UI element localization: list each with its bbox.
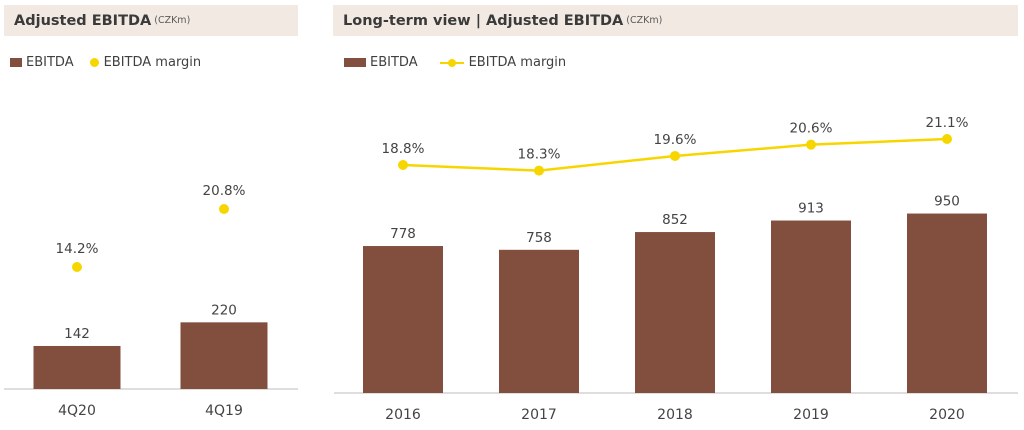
left-legend: EBITDA EBITDA margin (10, 55, 201, 70)
x-tick-label: 2019 (793, 407, 829, 423)
margin-value-label: 18.8% (382, 141, 425, 157)
legend-item-ebitda: EBITDA (10, 55, 74, 70)
bar-ebitda (907, 213, 987, 393)
margin-point (72, 262, 82, 272)
margin-point (942, 134, 952, 145)
bar-value-label: 778 (390, 226, 416, 242)
x-tick-label: 2017 (521, 407, 557, 423)
chart-right: 778 2016 758 2017 852 2018 913 2019 950 2020 18.8%… (334, 115, 1018, 423)
bar-value-label: 950 (934, 194, 960, 210)
bar-value-label: 852 (662, 212, 688, 228)
margin-value-label: 21.1% (926, 115, 969, 131)
legend-bar-swatch (344, 58, 366, 67)
bar-value-label: 758 (526, 230, 552, 246)
margin-point (534, 165, 544, 176)
x-tick-label: 2018 (657, 407, 693, 423)
legend-label-margin: EBITDA margin (103, 55, 202, 70)
legend-item-ebitda: EBITDA (344, 55, 418, 70)
bar-value-label: 142 (64, 326, 90, 342)
margin-point (806, 139, 816, 150)
margin-point (398, 160, 408, 170)
right-legend: EBITDA EBITDA margin (344, 55, 566, 70)
right-panel-unit: (CZKm) (626, 15, 663, 26)
bar-ebitda (771, 220, 851, 393)
x-tick-label: 2016 (385, 407, 421, 423)
right-panel-title: Long-term view | Adjusted EBITDA (343, 12, 624, 29)
x-tick-label: 4Q20 (58, 403, 96, 419)
bar-ebitda (499, 249, 579, 393)
legend-dot-swatch (89, 58, 99, 67)
bar-value-label: 220 (211, 302, 237, 318)
x-tick-label: 2020 (929, 407, 965, 423)
right-panel-header: Long-term view | Adjusted EBITDA (CZKm) (333, 5, 1018, 36)
legend-item-margin: EBITDA margin (89, 55, 202, 70)
bar-ebitda (180, 322, 268, 389)
legend-item-margin: EBITDA margin (439, 55, 567, 70)
bar-ebitda (33, 345, 121, 389)
margin-value-label: 20.8% (203, 183, 246, 199)
bar-ebitda (363, 246, 443, 393)
left-panel-header: Adjusted EBITDA (CZKm) (4, 5, 298, 36)
x-tick-label: 4Q19 (205, 403, 243, 419)
margin-value-label: 20.6% (790, 121, 833, 137)
legend-label-margin: EBITDA margin (468, 55, 567, 70)
legend-bar-swatch (10, 58, 22, 67)
margin-value-label: 18.3% (518, 147, 561, 163)
bar-value-label: 913 (798, 201, 824, 217)
chart-left: 142 14.2% 4Q20 220 20.8% 4Q19 (4, 183, 298, 419)
margin-value-label: 19.6% (654, 132, 697, 148)
legend-label-ebitda: EBITDA (370, 55, 418, 70)
margin-point (219, 203, 229, 214)
margin-value-label: 14.2% (56, 241, 99, 257)
legend-label-ebitda: EBITDA (26, 55, 74, 70)
bar-ebitda (635, 232, 715, 393)
margin-point (670, 150, 680, 161)
left-panel-title: Adjusted EBITDA (14, 12, 152, 29)
legend-line-swatch (439, 58, 464, 68)
left-panel-unit: (CZKm) (154, 15, 191, 26)
